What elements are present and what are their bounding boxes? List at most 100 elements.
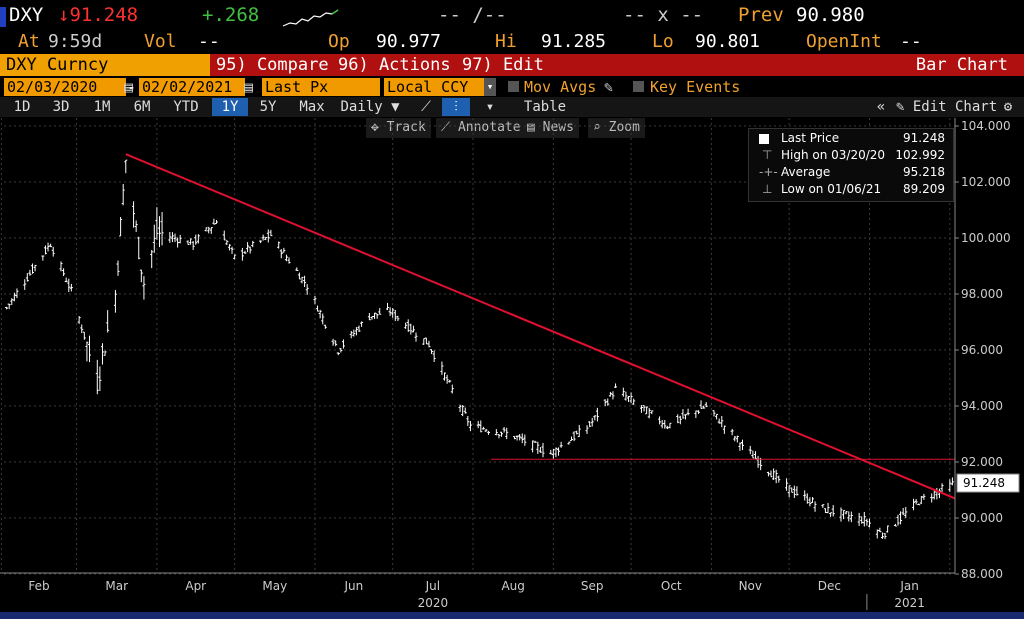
actions-button[interactable]: 96) Actions ▾: [332, 54, 471, 76]
price-bar: [64, 277, 68, 283]
price-bar: [777, 475, 781, 483]
calendar-icon[interactable]: ▤: [124, 78, 134, 96]
price-bar: [808, 497, 812, 507]
price-bar: [531, 440, 535, 453]
price-bar: [569, 436, 573, 442]
price-bar: [121, 183, 125, 206]
price-bar: [445, 374, 449, 384]
price-bar: [549, 449, 553, 455]
table-button[interactable]: Table: [523, 99, 567, 115]
price-bar: [875, 529, 879, 539]
gear-icon[interactable]: ⚙: [1003, 99, 1013, 115]
price-bar: [611, 391, 615, 400]
price-bar: [396, 315, 400, 322]
price-bar: [152, 224, 156, 253]
low-marker-icon: ⊥: [762, 182, 773, 196]
tab-1m[interactable]: 1M: [93, 99, 111, 115]
line-chart-icon[interactable]: ⟋: [421, 99, 431, 115]
price-bar: [878, 527, 882, 533]
tab-3d[interactable]: 3D: [52, 99, 70, 115]
price-bar: [422, 338, 426, 345]
price-bar: [300, 276, 304, 284]
price-bar: [849, 511, 853, 523]
price-bar: [608, 391, 612, 397]
price-bar: [370, 316, 374, 320]
price-bar: [100, 343, 104, 365]
x-tick-label: Mar: [105, 579, 128, 593]
x-tick-label: Jul: [425, 579, 440, 593]
track-tool[interactable]: ✥ Track: [366, 118, 431, 138]
price-bar: [917, 503, 921, 506]
price-bar: [284, 254, 288, 262]
price-bar: [98, 366, 102, 391]
price-bar: [660, 419, 664, 429]
y-tick-label: 94.000: [961, 399, 1003, 413]
price-field[interactable]: Last Px: [262, 78, 380, 96]
pencil-icon[interactable]: ✎: [604, 78, 614, 96]
price-bar: [82, 331, 86, 340]
price-bar: [409, 323, 413, 335]
price-bars: [5, 159, 954, 540]
price-bar: [357, 325, 361, 333]
price-bar: [331, 338, 335, 346]
end-date-field[interactable]: 02/02/2021: [139, 78, 245, 96]
price-bar: [494, 429, 498, 436]
price-bar: [15, 288, 19, 299]
price-bar: [842, 509, 846, 520]
price-chart[interactable]: 88.000 90.000 92.000 94.000 96.000 98.000 100.…: [0, 118, 1024, 612]
tab-1d[interactable]: 1D: [13, 99, 31, 115]
calendar-icon[interactable]: ▤: [244, 78, 254, 96]
bar-chart-icon[interactable]: ⫶: [442, 98, 470, 116]
annotate-tool[interactable]: ⟋ Annotate: [436, 118, 526, 138]
net-change: +.268: [202, 4, 260, 26]
security-field[interactable]: DXY Curncy: [0, 54, 212, 76]
price-bar: [790, 487, 794, 493]
price-bar: [336, 352, 340, 356]
quote-time: 9:59d: [48, 31, 103, 52]
price-bar: [440, 361, 444, 375]
price-bar: [753, 451, 757, 459]
price-bar: [424, 337, 428, 345]
price-bar: [930, 493, 934, 503]
price-bar: [505, 427, 509, 440]
price-bar: [378, 308, 382, 315]
price-bar: [559, 441, 563, 448]
x-tick-label: Aug: [501, 579, 524, 593]
edit-chart-button[interactable]: ✎ Edit Chart: [896, 99, 998, 115]
price-bar: [663, 420, 667, 429]
chart-style-dropdown-icon[interactable]: ▾: [485, 99, 495, 115]
price-bar: [922, 493, 926, 500]
mov-avgs-checkbox[interactable]: [508, 81, 519, 92]
edit-button[interactable]: 97) Edit ▾: [456, 54, 564, 76]
price-bar: [518, 433, 522, 441]
price-bar: [264, 236, 268, 241]
tab-max[interactable]: Max: [299, 99, 325, 115]
frequency-select[interactable]: Daily ▼: [340, 99, 400, 115]
start-date-field[interactable]: 02/03/2020: [4, 78, 126, 96]
price-bar: [712, 410, 716, 417]
price-bar: [461, 405, 465, 417]
price-bar: [196, 234, 200, 244]
price-bar: [119, 216, 123, 237]
tab-ytd[interactable]: YTD: [173, 99, 199, 115]
currency-field[interactable]: Local CCY: [384, 78, 488, 96]
price-bar: [865, 518, 869, 526]
price-bar: [886, 525, 890, 533]
price-bar: [821, 504, 825, 508]
tab-5y[interactable]: 5Y: [259, 99, 277, 115]
date-separator: -: [127, 78, 137, 96]
compare-button[interactable]: 95) Compare: [210, 54, 336, 76]
y-tick-label: 98.000: [961, 287, 1003, 301]
y-tick-label: 102.000: [961, 175, 1011, 189]
collapse-icon[interactable]: «: [876, 99, 886, 115]
price-bar: [554, 447, 558, 458]
price-bar: [632, 398, 636, 405]
currency-dropdown-icon[interactable]: ▾: [484, 78, 496, 96]
price-bar: [536, 441, 540, 454]
news-tool[interactable]: ▤ News: [522, 118, 579, 138]
tab-1y[interactable]: 1Y: [212, 98, 248, 116]
key-events-checkbox[interactable]: [633, 81, 644, 92]
price-bar: [500, 431, 504, 437]
price-bar: [515, 435, 519, 441]
tab-6m[interactable]: 6M: [133, 99, 151, 115]
